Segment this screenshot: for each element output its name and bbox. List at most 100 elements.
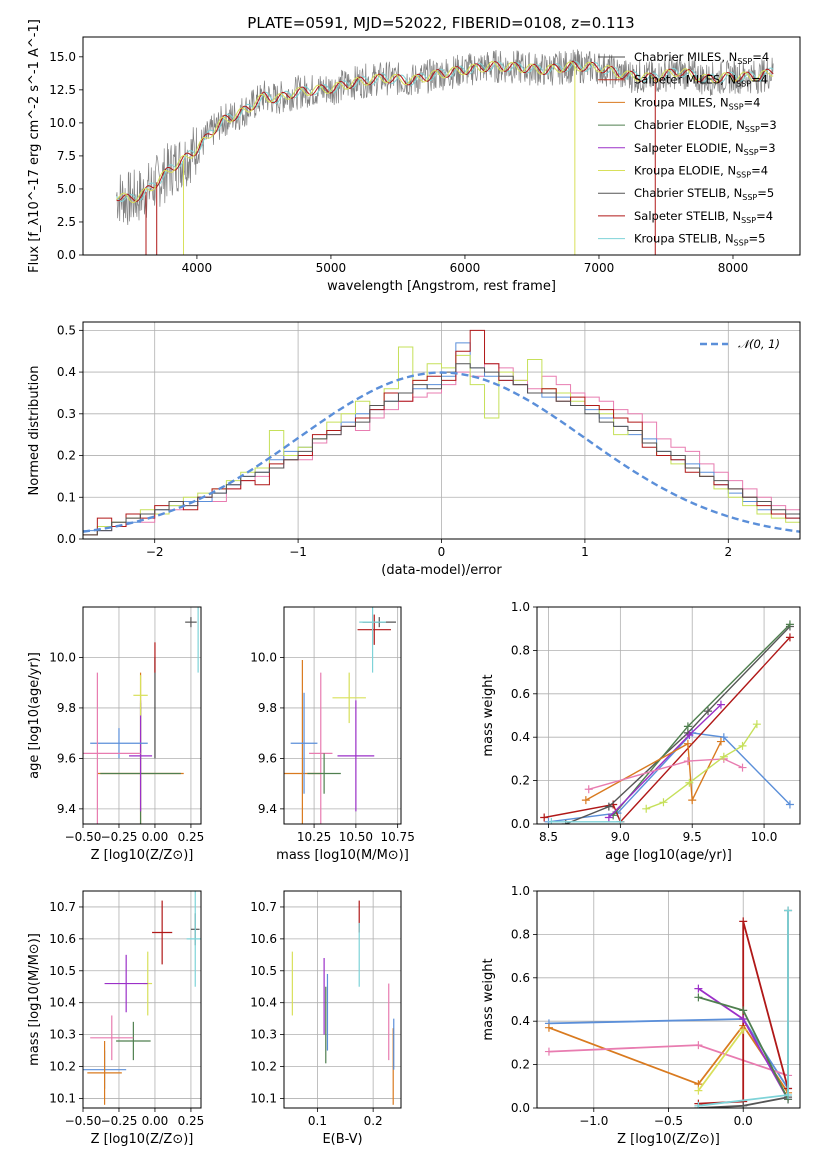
y-tick-label: 10.0	[49, 116, 76, 130]
mass-weight-marker	[604, 802, 613, 811]
mass-weight-marker	[784, 1090, 793, 1099]
y-axis-label: mass [log10(M/M⊙)]	[27, 933, 42, 1066]
mass-weight-marker	[739, 1015, 748, 1024]
legend-sub: SSP	[736, 80, 751, 89]
x-tick-label: 2	[724, 545, 732, 559]
legend-nssp: N	[736, 118, 745, 132]
y-axis-label: age [log10(age/yr)]	[27, 652, 42, 779]
legend-label: 𝒩(0, 1)	[738, 337, 780, 351]
errorbar-point	[185, 617, 197, 628]
panel-age_vs_mass: 10.25 10.50 10.75 9.4 9.6 9.8 10.0 mass [log10(…	[250, 606, 415, 863]
panel-spectrum: 4000 5000 6000 7000 8000 0.0 2.5 5.0 7.5 10.0 12.5…	[27, 19, 801, 294]
y-tick-label: 1.0	[511, 600, 530, 614]
legend-label: Salpeter ELODIE, NSSP=3	[634, 141, 776, 157]
y-tick-label: 9.8	[258, 701, 277, 715]
mass-weight-marker	[683, 757, 692, 766]
axes-frame	[283, 890, 402, 1109]
y-tick-label: 10.4	[49, 996, 76, 1010]
x-tick-label: 10.50	[339, 830, 373, 844]
mass-weight-marker	[544, 1047, 553, 1056]
errorbar-point	[357, 614, 391, 645]
mass-weight-marker	[584, 785, 593, 794]
legend-sub: SSP	[736, 171, 751, 180]
mass-weight-marker	[616, 817, 625, 824]
errorbar-point	[104, 954, 148, 1013]
mass-weight-line	[548, 732, 791, 823]
legend-sub: SSP	[737, 57, 752, 66]
mass-weight-marker	[688, 796, 697, 805]
legend-nssp: N	[725, 232, 734, 246]
x-tick-label: 10.0	[751, 830, 778, 844]
x-tick-label: −0.50	[65, 830, 102, 844]
y-tick-label: 9.6	[57, 751, 76, 765]
y-tick-label: 2.5	[57, 215, 76, 229]
errorbar-point	[337, 700, 375, 812]
y-axis-label: mass weight	[481, 958, 496, 1040]
plot-area	[83, 607, 199, 824]
y-axis-label: Normed distribution	[27, 366, 42, 496]
mass-weight-marker	[604, 813, 613, 822]
mass-weight-line	[588, 758, 743, 790]
x-tick-label: 5000	[316, 261, 347, 275]
y-tick-label: 10.6	[250, 932, 277, 946]
mass-weight-line	[645, 723, 758, 810]
y-tick-label: 10.0	[49, 650, 76, 664]
y-tick-label: 10.1	[250, 1091, 277, 1105]
mass-weight-marker	[547, 817, 556, 824]
axes-frame	[82, 606, 202, 825]
mass-weight-marker	[694, 1101, 703, 1108]
y-tick-label: 9.4	[57, 802, 76, 816]
chart-title: PLATE=0591, MJD=52022, FIBERID=0108, z=0…	[247, 14, 634, 32]
y-tick-label: 5.0	[57, 182, 76, 196]
legend-label: Kroupa STELIB, NSSP=5	[634, 232, 765, 248]
x-tick-label: −0.5	[654, 1114, 683, 1128]
x-tick-label: −0.25	[101, 830, 138, 844]
plot-area	[540, 620, 794, 824]
x-tick-label: −1	[289, 545, 307, 559]
y-tick-label: 10.5	[250, 964, 277, 978]
y-tick-label: 0.6	[511, 971, 530, 985]
x-tick-label: −2	[146, 545, 164, 559]
y-tick-label: 10.1	[49, 1091, 76, 1105]
legend-sub: SSP	[745, 125, 760, 134]
mass-weight-marker	[738, 741, 747, 750]
histogram-series	[83, 363, 800, 539]
legend-sub: SSP	[742, 193, 757, 202]
mass-weight-marker	[752, 720, 761, 729]
y-tick-label: 10.7	[250, 900, 277, 914]
legend-nssp: N	[727, 164, 736, 178]
mass-weight-marker	[716, 700, 725, 709]
y-tick-label: 0.4	[511, 730, 530, 744]
legend-sub: SSP	[744, 148, 759, 157]
plot-area	[83, 891, 201, 1105]
legend-nssp: N	[720, 95, 729, 109]
mass-weight-marker	[581, 796, 590, 805]
model-line-kroupa_elodie	[116, 60, 774, 204]
x-axis-label: Z [log10(Z/Z⊙)]	[91, 1132, 194, 1147]
y-tick-label: 9.4	[258, 802, 277, 816]
mass-weight-line	[697, 1029, 744, 1092]
y-tick-label: 10.2	[49, 1060, 76, 1074]
y-tick-label: 9.8	[57, 701, 76, 715]
legend-nssp: N	[734, 186, 743, 200]
errorbar-point	[359, 607, 386, 673]
x-tick-label: 0.00	[142, 830, 169, 844]
mass-weight-marker	[739, 1006, 748, 1015]
panels: 4000 5000 6000 7000 80000.02.55.07.510.012.5…	[27, 19, 801, 1147]
y-axis-label: Flux [f_λ10^-17 erg cm^-2 s^-1 A^-1]	[27, 19, 42, 273]
legend-value: =4	[756, 209, 773, 223]
plot-area	[291, 900, 395, 1105]
legend-value: =5	[749, 232, 766, 246]
plot-area	[284, 607, 396, 824]
legend-label: Chabrier MILES, NSSP=4	[634, 50, 769, 66]
panel-age_vs_Z: −0.50 −0.25 0.00 0.25 9.4 9.6 9.8 10.0 Z [log10(…	[27, 606, 204, 863]
mass-weight-marker	[685, 778, 694, 787]
y-tick-label: 15.0	[49, 50, 76, 64]
legend-sub: SSP	[729, 102, 744, 111]
legend: Chabrier MILES, NSSP=4 Salpeter MILES, NS…	[598, 50, 777, 248]
x-tick-label: 1	[581, 545, 589, 559]
mass-weight-marker	[785, 633, 794, 642]
x-tick-label: 9.0	[611, 830, 630, 844]
y-tick-label: 0.5	[57, 323, 76, 337]
y-tick-label: 0.0	[511, 1101, 530, 1115]
